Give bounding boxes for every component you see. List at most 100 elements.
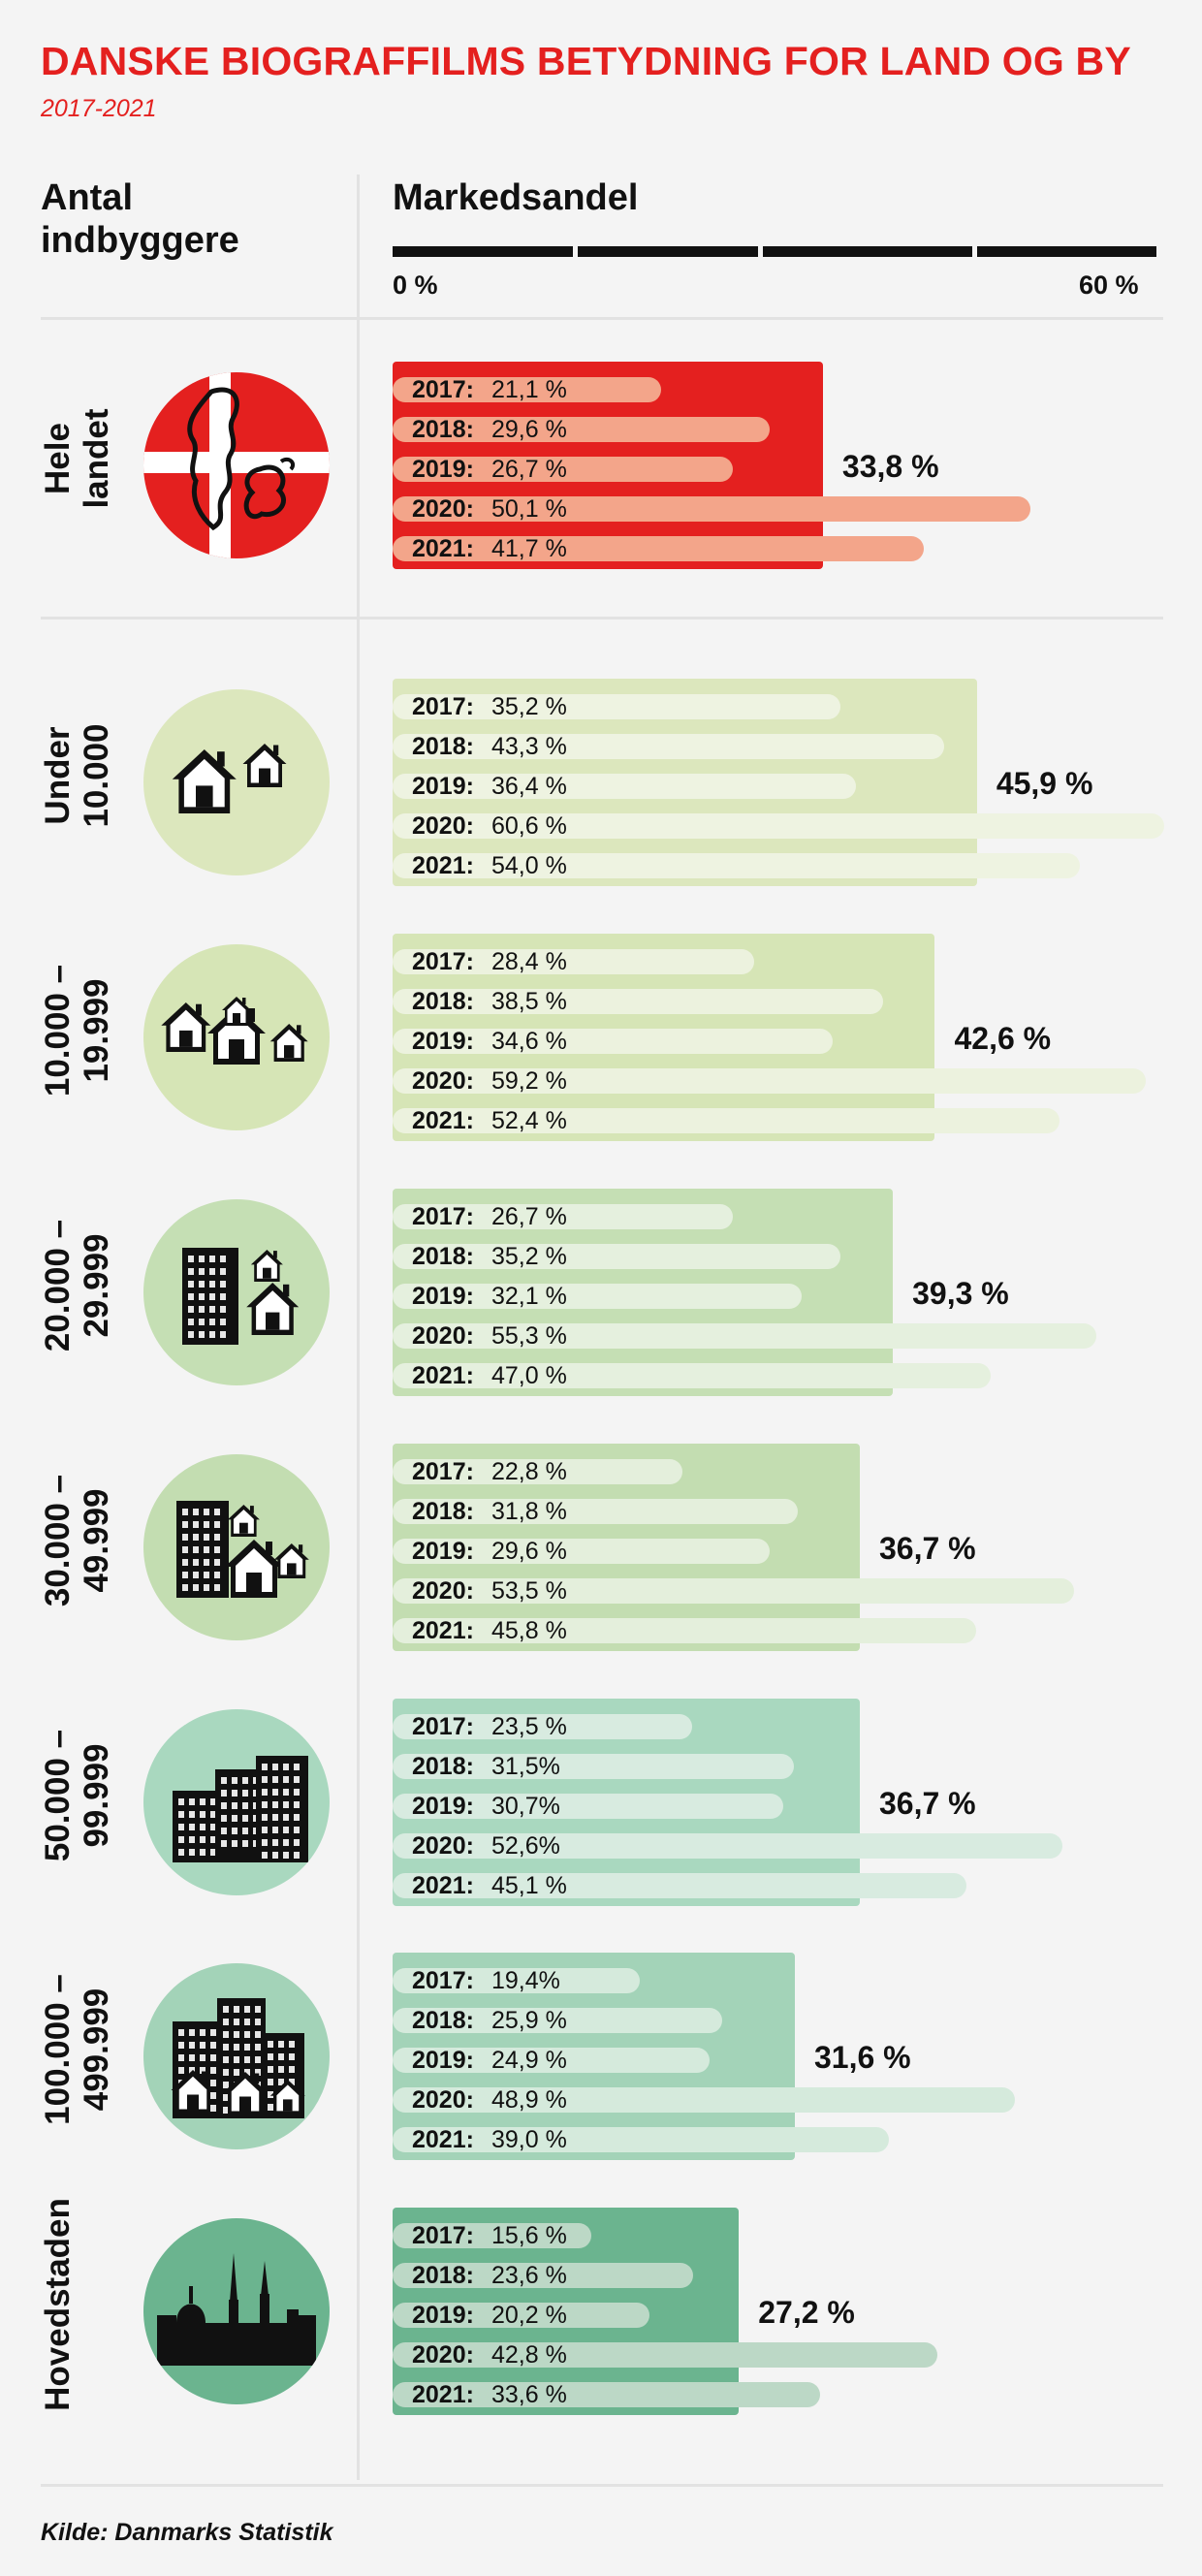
year-value-label: 2021: 33,6 % <box>412 2382 567 2407</box>
year-value-label: 2021: 47,0 % <box>412 1363 567 1388</box>
value-label: 31,8 % <box>491 1498 567 1525</box>
apartment-house-icon <box>143 1199 330 1385</box>
year-bar <box>393 1204 733 1229</box>
year-value-label: 2021: 41,7 % <box>412 536 567 561</box>
group-label-line: 10.000 <box>78 723 115 828</box>
year-value-label: 2018: 31,8 % <box>412 1499 567 1524</box>
year-label: 2021: <box>412 2126 474 2153</box>
axis-gap <box>972 246 977 257</box>
value-label: 54,0 % <box>491 852 567 879</box>
average-label: 33,8 % <box>841 449 939 484</box>
year-bar <box>393 1363 992 1388</box>
year-bar <box>393 1968 640 1993</box>
year-value-label: 2021: 45,8 % <box>412 1618 567 1643</box>
year-label: 2018: <box>412 1243 474 1270</box>
houses-icon <box>143 944 330 1130</box>
year-label: 2021: <box>412 1617 474 1644</box>
year-value-label: 2019: 24,9 % <box>412 2048 567 2073</box>
year-value-label: 2017: 21,1 % <box>412 377 567 402</box>
group-label-line: 49.999 <box>78 1488 115 1593</box>
year-bar <box>393 1754 794 1779</box>
year-label: 2019: <box>412 456 474 483</box>
year-label: 2021: <box>412 535 474 562</box>
year-bar <box>393 1068 1147 1094</box>
value-label: 23,6 % <box>491 2262 567 2289</box>
year-bar <box>393 2087 1016 2113</box>
year-label: 2019: <box>412 1538 474 1565</box>
group-label-line: 50.000 – <box>39 1729 77 1862</box>
group-label: 20.000 –29.999 <box>39 1174 116 1397</box>
year-bar <box>393 2342 938 2368</box>
year-value-label: 2017: 19,4% <box>412 1968 560 1993</box>
group-label: Under 10.000 <box>39 664 116 887</box>
year-bar <box>393 1459 683 1484</box>
value-label: 24,9 % <box>491 2047 567 2074</box>
year-value-label: 2020: 55,3 % <box>412 1323 567 1349</box>
average-label: 39,3 % <box>912 1276 1009 1311</box>
year-value-label: 2020: 59,2 % <box>412 1068 567 1094</box>
value-label: 25,9 % <box>491 2007 567 2034</box>
year-value-label: 2021: 45,1 % <box>412 1873 567 1898</box>
year-label: 2021: <box>412 852 474 879</box>
value-label: 31,5% <box>491 1753 560 1780</box>
year-value-label: 2020: 52,6% <box>412 1833 560 1859</box>
year-label: 2018: <box>412 1498 474 1525</box>
population-column-header: Antal indbyggere <box>41 176 239 262</box>
value-label: 26,7 % <box>491 456 567 483</box>
value-label: 60,6 % <box>491 812 567 840</box>
group-label: 10.000 –19.999 <box>39 919 116 1142</box>
year-bar <box>393 813 1164 839</box>
value-label: 26,7 % <box>491 1203 567 1230</box>
column-divider <box>357 175 360 2480</box>
year-label: 2017: <box>412 2222 474 2249</box>
value-label: 55,3 % <box>491 1322 567 1350</box>
group-label: 100.000 –499.999 <box>39 1938 116 2161</box>
value-label: 53,5 % <box>491 1577 567 1605</box>
year-bar <box>393 2382 821 2407</box>
value-label: 35,2 % <box>491 1243 567 1270</box>
average-label: 31,6 % <box>814 2040 911 2075</box>
year-value-label: 2020: 53,5 % <box>412 1578 567 1604</box>
average-label: 45,9 % <box>996 766 1093 801</box>
year-value-label: 2018: 29,6 % <box>412 417 567 442</box>
year-value-label: 2021: 54,0 % <box>412 853 567 878</box>
year-label: 2019: <box>412 1283 474 1310</box>
average-label: 36,7 % <box>878 1786 976 1821</box>
year-value-label: 2020: 48,9 % <box>412 2087 567 2113</box>
year-bar <box>393 2303 650 2328</box>
year-label: 2020: <box>412 1832 474 1860</box>
year-bar <box>393 1108 1060 1133</box>
denmark-flag-map-icon <box>143 372 330 558</box>
group-label-line: 20.000 – <box>39 1219 77 1352</box>
value-label: 45,8 % <box>491 1617 567 1644</box>
year-value-label: 2018: 25,9 % <box>412 2008 567 2033</box>
year-bar <box>393 2263 693 2288</box>
average-label: 36,7 % <box>878 1531 976 1566</box>
year-bar <box>393 949 754 974</box>
year-value-label: 2020: 60,6 % <box>412 813 567 839</box>
group-label-line: Under <box>39 726 77 825</box>
value-label: 19,4% <box>491 1967 560 1994</box>
group-label-line: 499.999 <box>78 1988 115 2112</box>
year-label: 2017: <box>412 1713 474 1740</box>
year-value-label: 2017: 35,2 % <box>412 694 567 719</box>
axis-min-label: 0 % <box>393 270 438 300</box>
value-label: 59,2 % <box>491 1067 567 1095</box>
year-bar <box>393 2223 591 2248</box>
year-value-label: 2019: 20,2 % <box>412 2303 567 2328</box>
year-value-label: 2018: 43,3 % <box>412 734 567 759</box>
year-value-label: 2021: 52,4 % <box>412 1108 567 1133</box>
year-label: 2017: <box>412 693 474 720</box>
year-bar <box>393 1578 1074 1604</box>
group-label-line: landet <box>78 408 115 509</box>
population-header-line2: indbyggere <box>41 220 239 261</box>
value-label: 38,5 % <box>491 988 567 1015</box>
axis-gap <box>758 246 763 257</box>
value-label: 30,7% <box>491 1793 560 1820</box>
year-label: 2017: <box>412 376 474 403</box>
year-bar <box>393 1499 798 1524</box>
year-bar <box>393 2048 711 2073</box>
group-label-line: 29.999 <box>78 1233 115 1338</box>
group-label-line: Hovedstaden <box>39 2198 77 2411</box>
year-label: 2020: <box>412 2086 474 2114</box>
